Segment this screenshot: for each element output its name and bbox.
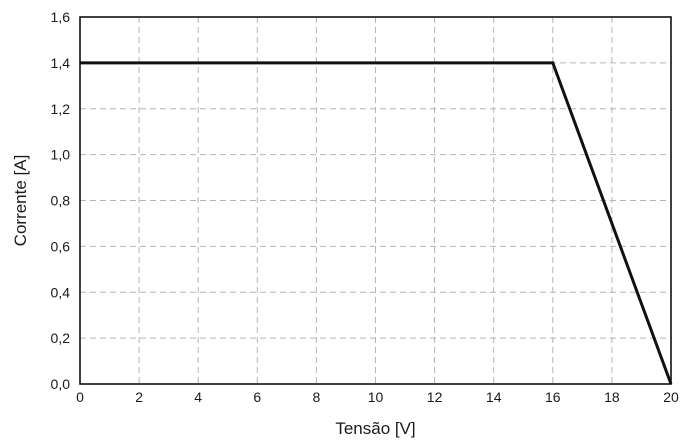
x-tick-label: 18 [604, 389, 620, 405]
x-tick-label: 0 [76, 389, 84, 405]
y-tick-label: 0,6 [51, 238, 71, 254]
x-tick-label: 2 [135, 389, 143, 405]
series-line [80, 61, 673, 385]
y-tick-label: 0,2 [51, 330, 71, 346]
x-tick-label: 12 [427, 389, 443, 405]
x-axis-ticks: 0 2 4 6 8 10 12 14 16 18 20 [76, 389, 679, 405]
y-tick-label: 0,0 [51, 376, 71, 392]
y-tick-label: 1,2 [51, 101, 71, 117]
y-tick-label: 0,4 [51, 284, 71, 300]
x-tick-label: 8 [313, 389, 321, 405]
x-tick-label: 10 [368, 389, 384, 405]
x-tick-label: 6 [253, 389, 261, 405]
y-axis-ticks: 0,0 0,2 0,4 0,6 0,8 1,0 1,2 1,4 1,6 [51, 9, 71, 392]
grid [80, 17, 671, 384]
y-tick-label: 0,8 [51, 193, 71, 209]
y-axis-label: Corrente [A] [11, 155, 30, 247]
x-tick-label: 16 [545, 389, 561, 405]
y-tick-label: 1,0 [51, 147, 71, 163]
plot-frame [79, 16, 672, 385]
x-tick-label: 20 [663, 389, 679, 405]
y-tick-label: 1,6 [51, 9, 71, 25]
x-tick-label: 4 [194, 389, 202, 405]
series-layer [80, 61, 673, 385]
x-axis-label: Tensão [V] [335, 419, 415, 438]
y-tick-label: 1,4 [51, 55, 71, 71]
x-tick-label: 14 [486, 389, 502, 405]
